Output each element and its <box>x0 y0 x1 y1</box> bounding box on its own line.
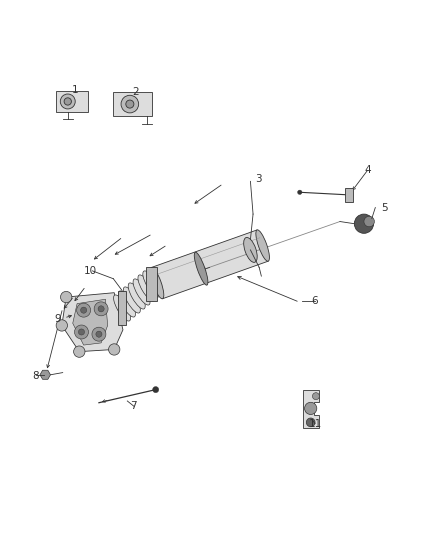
Bar <box>345 188 353 202</box>
Polygon shape <box>146 268 156 301</box>
Circle shape <box>297 190 302 195</box>
Text: 7: 7 <box>131 401 137 411</box>
Circle shape <box>126 100 134 108</box>
Circle shape <box>109 344 120 355</box>
Polygon shape <box>118 292 127 325</box>
Circle shape <box>60 94 75 109</box>
Circle shape <box>74 346 85 357</box>
Bar <box>113 92 152 116</box>
Circle shape <box>77 303 91 317</box>
Text: 6: 6 <box>312 296 318 306</box>
Circle shape <box>92 327 106 341</box>
Text: 2: 2 <box>133 87 139 97</box>
Circle shape <box>98 306 104 312</box>
Ellipse shape <box>143 271 160 297</box>
Circle shape <box>60 292 72 303</box>
Ellipse shape <box>118 291 135 317</box>
Ellipse shape <box>150 268 164 299</box>
Polygon shape <box>73 299 108 345</box>
Circle shape <box>94 302 108 316</box>
Ellipse shape <box>124 287 140 313</box>
Circle shape <box>306 418 315 427</box>
Circle shape <box>152 386 159 393</box>
Circle shape <box>81 307 87 313</box>
Ellipse shape <box>244 237 257 262</box>
Text: 5: 5 <box>381 203 388 213</box>
Text: 10: 10 <box>84 266 97 276</box>
Circle shape <box>304 402 317 415</box>
Circle shape <box>364 216 374 227</box>
Bar <box>56 91 88 112</box>
Text: 3: 3 <box>255 174 261 184</box>
Circle shape <box>121 95 139 113</box>
Polygon shape <box>152 230 268 298</box>
Text: 4: 4 <box>364 165 371 175</box>
Ellipse shape <box>194 252 208 285</box>
Polygon shape <box>303 390 318 428</box>
Circle shape <box>78 329 85 335</box>
Text: 9: 9 <box>54 314 61 324</box>
Circle shape <box>64 98 71 105</box>
Polygon shape <box>62 293 123 352</box>
Ellipse shape <box>256 230 269 261</box>
Text: 8: 8 <box>32 370 39 381</box>
Ellipse shape <box>113 295 131 321</box>
Ellipse shape <box>138 275 155 301</box>
Circle shape <box>74 325 88 339</box>
Text: 11: 11 <box>308 419 321 429</box>
Circle shape <box>312 393 319 400</box>
Circle shape <box>96 331 102 337</box>
Ellipse shape <box>128 283 145 309</box>
Ellipse shape <box>133 279 150 305</box>
Circle shape <box>354 214 374 233</box>
Circle shape <box>56 320 67 331</box>
Polygon shape <box>40 370 50 379</box>
Text: 1: 1 <box>71 85 78 95</box>
